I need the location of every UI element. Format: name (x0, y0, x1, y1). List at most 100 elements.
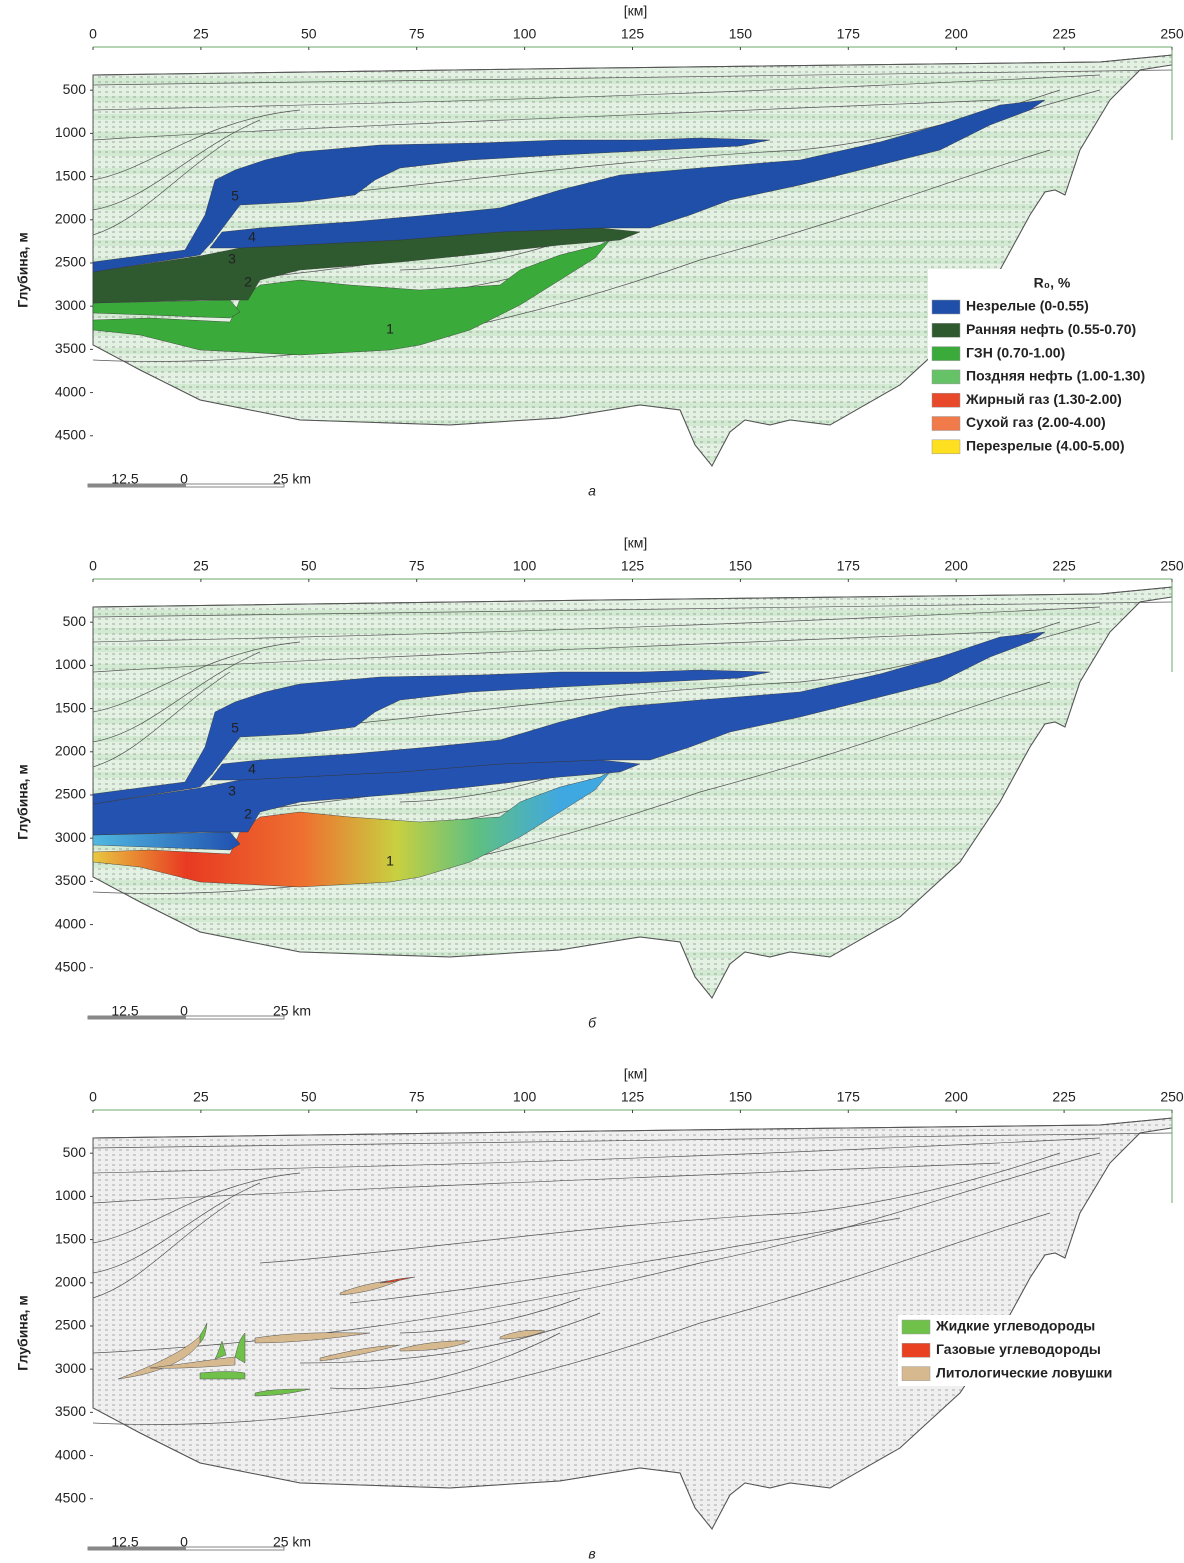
x-tick-label: 200 (945, 26, 969, 42)
scale-label: 25 km (273, 1003, 311, 1019)
legend-swatch (932, 347, 960, 361)
y-tick-label: 500 (63, 81, 87, 97)
x-tick-label: 75 (409, 26, 425, 42)
y-tick-label: 2500 (55, 786, 86, 802)
x-axis-title: [км] (624, 535, 648, 551)
x-tick-label: 125 (621, 26, 645, 42)
caption: в (588, 1546, 595, 1562)
y-tick-label: 1000 (55, 1187, 86, 1203)
legend-swatch (932, 300, 960, 314)
x-tick-label: 225 (1052, 1089, 1076, 1105)
x-tick-label: 125 (621, 558, 645, 574)
y-tick-label: 4500 (55, 958, 86, 974)
x-tick-label: 150 (729, 558, 753, 574)
x-tick-label: 0 (89, 1089, 97, 1105)
x-tick-label: 25 (193, 1089, 209, 1105)
y-tick-label: 2000 (55, 1273, 86, 1289)
x-tick-label: 175 (837, 26, 861, 42)
x-tick-label: 225 (1052, 558, 1076, 574)
y-tick-label: 3500 (55, 872, 86, 888)
y-tick-label: 1500 (55, 1230, 86, 1246)
x-tick-label: 250 (1160, 1089, 1184, 1105)
legend-label: Ранняя нефть (0.55-0.70) (966, 321, 1136, 337)
y-tick-label: 2500 (55, 254, 86, 270)
x-tick-label: 150 (729, 1089, 753, 1105)
layer-label: 5 (231, 188, 239, 204)
y-tick-label: 1500 (55, 167, 86, 183)
legend-title: R₀, % (1034, 275, 1071, 291)
x-tick-label: 175 (837, 1089, 861, 1105)
legend-swatch (902, 1343, 930, 1357)
layer-label: 3 (228, 783, 236, 799)
caption: а (588, 483, 596, 499)
y-tick-label: 3000 (55, 1360, 86, 1376)
scale-label: 12.5 (111, 1534, 138, 1550)
legend-label: Поздняя нефть (1.00-1.30) (966, 368, 1145, 384)
x-tick-label: 150 (729, 26, 753, 42)
x-tick-label: 0 (89, 26, 97, 42)
x-tick-label: 100 (513, 26, 537, 42)
scale-label: 0 (180, 1003, 188, 1019)
x-tick-label: 200 (945, 1089, 969, 1105)
x-tick-label: 175 (837, 558, 861, 574)
legend-label: Жидкие углеводороды (935, 1318, 1095, 1334)
legend-label: ГЗН (0.70-1.00) (966, 344, 1065, 360)
layer-label: 4 (248, 229, 256, 245)
legend-swatch (932, 370, 960, 384)
y-tick-label: 1500 (55, 699, 86, 715)
caption: б (588, 1015, 597, 1031)
x-tick-label: 250 (1160, 558, 1184, 574)
layer-label: 5 (231, 720, 239, 736)
y-tick-label: 500 (63, 1144, 87, 1160)
y-tick-label: 1000 (55, 656, 86, 672)
scale-label: 25 km (273, 471, 311, 487)
legend-label: Газовые углеводороды (936, 1341, 1101, 1357)
legend-swatch (932, 323, 960, 337)
scale-label: 12.5 (111, 1003, 138, 1019)
x-tick-label: 100 (513, 1089, 537, 1105)
x-axis-title: [км] (624, 3, 648, 19)
page: {"chart_data": [ {"type": "section", "x_… (0, 0, 1184, 1563)
panel: [км]025507510012515017520022525050010001… (15, 1066, 1184, 1562)
layer-label: 2 (244, 274, 252, 290)
x-tick-label: 225 (1052, 26, 1076, 42)
legend-swatch (932, 393, 960, 407)
figure: 12345[км]0255075100125150175200225250500… (0, 0, 1184, 1563)
x-tick-label: 100 (513, 558, 537, 574)
y-tick-label: 4000 (55, 915, 86, 931)
y-tick-label: 4500 (55, 426, 86, 442)
layer-label: 2 (244, 806, 252, 822)
x-tick-label: 25 (193, 26, 209, 42)
y-tick-label: 2000 (55, 210, 86, 226)
scale-label: 0 (180, 471, 188, 487)
layer-label: 1 (386, 853, 394, 869)
legend-swatch (902, 1320, 930, 1334)
x-tick-label: 0 (89, 558, 97, 574)
layer-label: 1 (386, 321, 394, 337)
x-tick-label: 50 (301, 26, 317, 42)
x-tick-label: 50 (301, 558, 317, 574)
legend-label: Литологические ловушки (936, 1364, 1112, 1380)
y-axis-title: Глубина, м (15, 232, 31, 307)
trap (200, 1372, 245, 1380)
scale-label: 12.5 (111, 471, 138, 487)
y-tick-label: 3500 (55, 340, 86, 356)
legend-swatch (902, 1367, 930, 1381)
legend-swatch (932, 417, 960, 431)
x-tick-label: 25 (193, 558, 209, 574)
y-tick-label: 3500 (55, 1403, 86, 1419)
y-tick-label: 4000 (55, 1446, 86, 1462)
x-tick-label: 75 (409, 558, 425, 574)
x-tick-label: 50 (301, 1089, 317, 1105)
y-tick-label: 4000 (55, 383, 86, 399)
y-tick-label: 1000 (55, 124, 86, 140)
x-tick-label: 125 (621, 1089, 645, 1105)
legend-label: Перезрелые (4.00-5.00) (966, 438, 1125, 454)
y-tick-label: 2000 (55, 742, 86, 758)
y-axis-title: Глубина, м (15, 1295, 31, 1370)
scale-label: 0 (180, 1534, 188, 1550)
y-tick-label: 3000 (55, 829, 86, 845)
y-axis-title: Глубина, м (15, 764, 31, 839)
